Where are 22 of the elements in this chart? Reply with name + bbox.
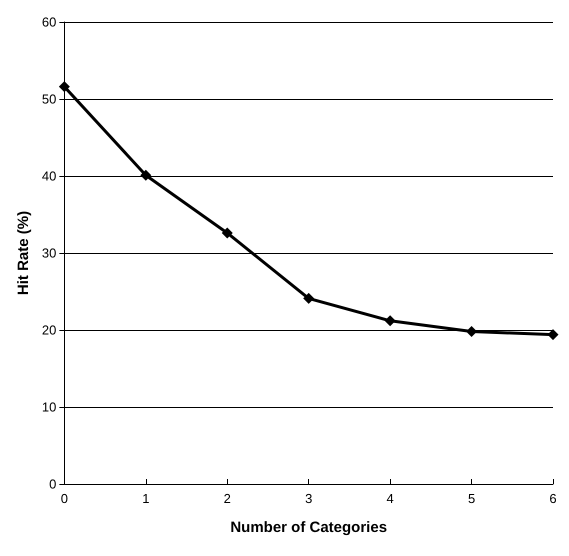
x-tick-label: 2 bbox=[224, 491, 231, 506]
point bbox=[58, 81, 70, 92]
y-tick-label: 30 bbox=[42, 246, 56, 260]
x-tick-label: 6 bbox=[549, 491, 557, 506]
y-tick-label: 20 bbox=[42, 322, 56, 338]
y-tick-label: 10 bbox=[42, 400, 56, 414]
point bbox=[384, 315, 396, 326]
point bbox=[548, 329, 558, 340]
x-tick-label: 1 bbox=[142, 491, 150, 506]
y-axis-title: Hit Rate (%) bbox=[15, 210, 32, 296]
y-tick-label: 40 bbox=[42, 168, 56, 184]
x-tick-label: 5 bbox=[468, 491, 476, 506]
x-tick-label: 3 bbox=[305, 491, 312, 506]
point bbox=[303, 292, 314, 304]
y-tick-label: 0 bbox=[49, 476, 56, 492]
point bbox=[140, 170, 152, 181]
point bbox=[222, 227, 233, 238]
y-tick-label: 50 bbox=[42, 92, 56, 106]
x-tick-label: 0 bbox=[60, 491, 68, 506]
y-tick-label: 60 bbox=[42, 14, 56, 30]
x-axis-title: Number of Categories bbox=[230, 519, 388, 536]
x-tick-label: 4 bbox=[386, 491, 394, 506]
